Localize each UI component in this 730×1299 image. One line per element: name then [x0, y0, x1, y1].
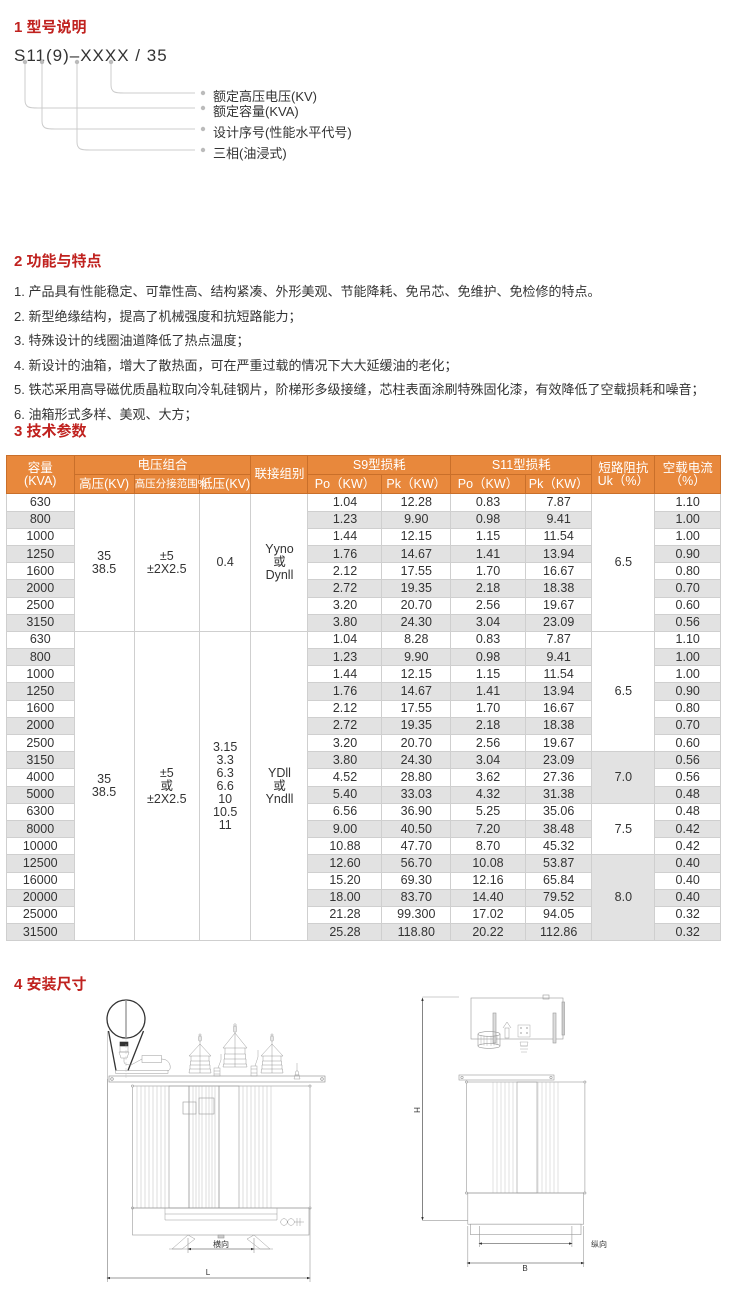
svg-text:纵向: 纵向 — [591, 1239, 607, 1249]
svg-text:横向: 横向 — [213, 1239, 229, 1249]
svg-text:L: L — [206, 1268, 211, 1277]
svg-text:H: H — [412, 1107, 421, 1113]
svg-text:B: B — [522, 1264, 527, 1273]
